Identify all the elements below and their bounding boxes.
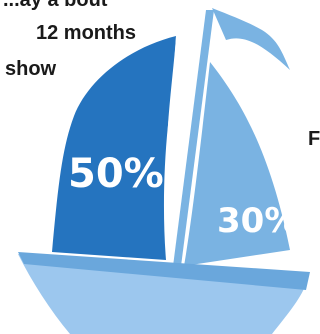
hull-top-shape bbox=[18, 252, 310, 290]
main-sail-shape bbox=[52, 36, 176, 260]
jib-sail-shape bbox=[184, 62, 290, 266]
caption-line-2: 12 months bbox=[36, 22, 137, 44]
caption-line-4: F bbox=[308, 128, 320, 150]
flag-shape bbox=[212, 8, 290, 70]
jib-sail-percentage: 30% bbox=[217, 201, 299, 241]
caption-line-3: show bbox=[5, 58, 57, 80]
hull-bottom-shape bbox=[18, 254, 306, 334]
sail-gap-shape bbox=[166, 36, 181, 262]
caption-line-1: ...ay a bout bbox=[3, 0, 108, 11]
main-sail-percentage: 50% bbox=[68, 151, 164, 197]
mast-shape bbox=[172, 10, 214, 274]
